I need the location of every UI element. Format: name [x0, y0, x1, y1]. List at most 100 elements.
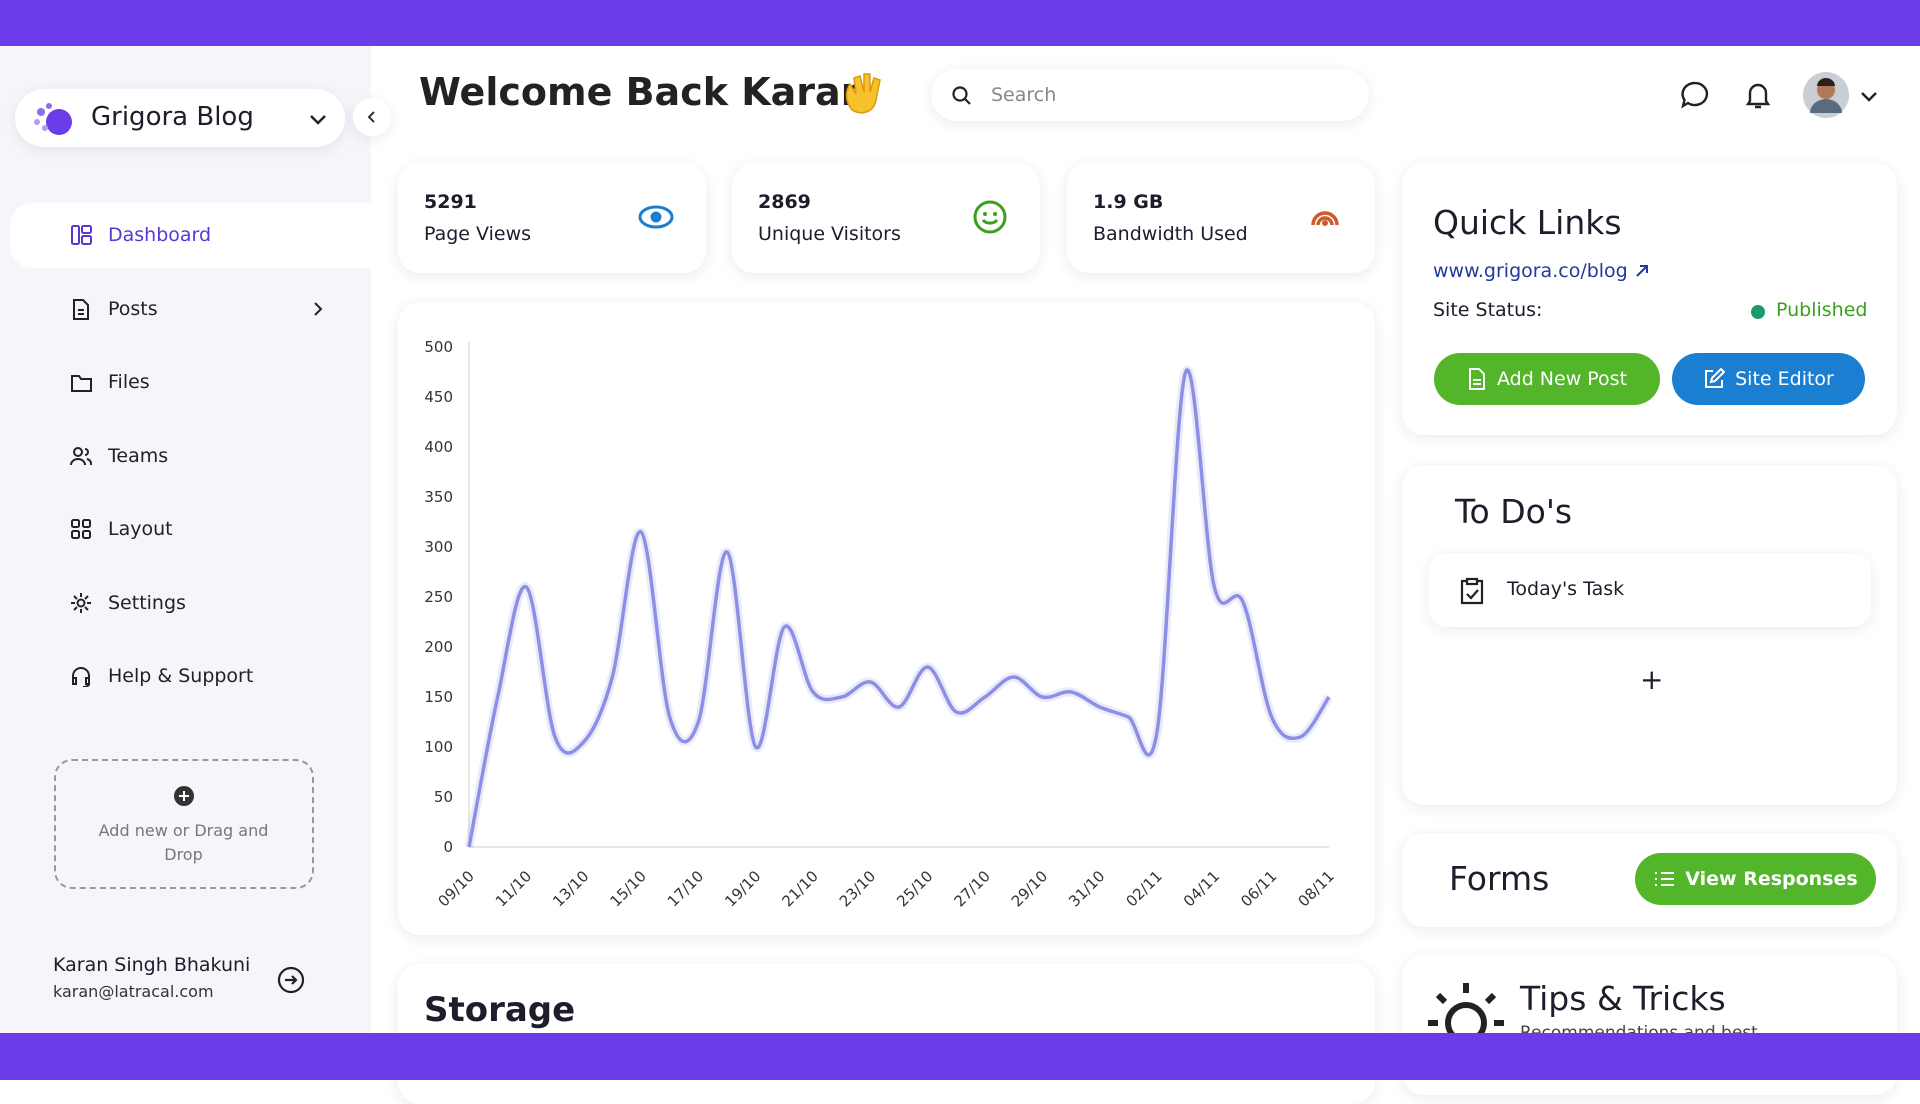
x-tick-label: 31/10 [1065, 867, 1108, 910]
site-editor-button[interactable]: Site Editor [1672, 353, 1865, 405]
x-tick-label: 08/11 [1295, 867, 1338, 910]
bell-icon[interactable] [1744, 80, 1772, 110]
avatar[interactable] [1802, 71, 1850, 119]
stat-value: 5291 [424, 191, 477, 213]
nav-item[interactable]: Files [70, 362, 150, 402]
nav-item[interactable]: Help & Support [70, 656, 253, 696]
search-placeholder: Search [991, 84, 1057, 106]
nav-icon [71, 375, 92, 392]
chevron-down [310, 115, 326, 125]
nav-icon [71, 519, 91, 539]
button-label: Site Editor [1735, 368, 1834, 390]
stat-card: 5291 Page Views [398, 163, 706, 273]
nav-label: Posts [108, 297, 158, 320]
stat-card: 1.9 GB Bandwidth Used [1067, 163, 1375, 273]
chart-card: 0 50 100 150 200 250 300 350 400 450 500 09/10 11/10… [398, 302, 1375, 935]
search-icon [952, 86, 971, 105]
y-tick-label: 400 [424, 438, 453, 456]
y-tick-label: 200 [424, 638, 453, 656]
external-icon [1636, 265, 1648, 277]
view-responses-button[interactable]: View Responses [1635, 853, 1876, 905]
line-chart: 0 50 100 150 200 250 300 350 400 450 500 09/10 11/10… [424, 338, 1338, 910]
top-bar [0, 0, 1920, 46]
nav-item[interactable]: Layout [70, 509, 173, 549]
y-tick-label: 150 [424, 688, 453, 706]
nav-label: Teams [108, 444, 169, 467]
y-tick-label: 0 [443, 838, 453, 856]
nav-label: Files [108, 371, 150, 393]
nav-label: Settings [108, 591, 186, 614]
x-tick-label: 23/10 [836, 867, 879, 910]
site-link[interactable]: www.grigora.co/blog [1433, 260, 1628, 282]
x-tick-label: 11/10 [492, 867, 535, 910]
nav-item[interactable]: Dashboard [70, 215, 211, 255]
nav-item[interactable]: Teams [70, 436, 168, 476]
brand-logo [34, 103, 72, 135]
nav-item[interactable]: Settings [70, 583, 186, 623]
x-tick-label: 06/11 [1237, 867, 1280, 910]
tips-title: Tips & Tricks [1520, 979, 1726, 1018]
stat-icon [973, 200, 1007, 234]
logout-icon[interactable] [277, 966, 305, 994]
edit-icon [1705, 368, 1726, 388]
stat-label: Bandwidth Used [1093, 223, 1248, 245]
x-tick-label: 27/10 [951, 867, 994, 910]
bottom-bar [0, 1033, 1920, 1080]
stat-icon [1311, 211, 1339, 226]
brand-name: Grigora Blog [91, 102, 254, 132]
search-box[interactable]: Search [931, 69, 1369, 121]
y-tick-label: 250 [424, 588, 453, 606]
forms-title: Forms [1449, 859, 1550, 898]
button-label: Add New Post [1496, 368, 1628, 390]
plus-icon [174, 786, 194, 806]
dropzone[interactable]: Add new or Drag and Drop [54, 759, 314, 889]
nav-item[interactable]: Posts [70, 289, 323, 329]
stat-value: 2869 [758, 191, 811, 213]
chevron-left [367, 111, 375, 123]
add-post-button[interactable]: Add New Post [1434, 353, 1660, 405]
chevron-down[interactable] [1859, 86, 1879, 106]
y-tick-label: 450 [424, 388, 453, 406]
y-tick-label: 350 [424, 488, 453, 506]
quick-links-title: Quick Links [1433, 203, 1622, 242]
y-tick-label: 100 [424, 738, 453, 756]
nav-active-bg [10, 203, 371, 268]
y-tick-label: 300 [424, 538, 453, 556]
collapse-button[interactable] [353, 98, 391, 136]
forms-card: Forms View Responses [1402, 833, 1897, 927]
nav-icon [70, 446, 92, 465]
nav-label: Dashboard [108, 224, 212, 246]
stat-value: 1.9 GB [1093, 191, 1164, 213]
chevron-right [314, 301, 323, 316]
todo-title: To Do's [1455, 492, 1573, 531]
quick-links-card: Quick Links www.grigora.co/blog Site Sta… [1402, 163, 1897, 435]
nav-icon [71, 592, 91, 613]
x-tick-label: 19/10 [721, 867, 764, 910]
x-tick-label: 15/10 [607, 867, 650, 910]
x-tick-label: 25/10 [893, 867, 936, 910]
x-tick-label: 13/10 [549, 867, 592, 910]
list-icon [1655, 872, 1675, 886]
clipboard-icon [1460, 577, 1484, 605]
x-tick-label: 09/10 [435, 867, 478, 910]
x-tick-label: 29/10 [1008, 867, 1051, 910]
stat-icon [638, 205, 674, 229]
add-todo[interactable]: + [1640, 663, 1664, 696]
y-tick-label: 500 [424, 338, 453, 356]
todo-item[interactable]: Today's Task [1429, 553, 1871, 627]
y-tick-label: 50 [434, 788, 453, 806]
todo-text: Today's Task [1507, 578, 1625, 600]
chat-icon[interactable] [1680, 80, 1710, 110]
storage-title: Storage [424, 990, 576, 1030]
brand-switcher[interactable]: Grigora Blog [15, 89, 345, 147]
user-name: Karan Singh Bhakuni [53, 954, 251, 976]
nav-icon [71, 225, 92, 245]
nav-label: Help & Support [108, 665, 254, 687]
wave-icon [845, 73, 881, 114]
x-tick-label: 17/10 [664, 867, 707, 910]
button-label: View Responses [1685, 868, 1858, 890]
page-title: Welcome Back Karan [419, 70, 868, 114]
x-tick-label: 02/11 [1123, 867, 1166, 910]
stat-label: Page Views [424, 223, 532, 245]
todo-card: To Do's Today's Task + [1402, 465, 1897, 805]
